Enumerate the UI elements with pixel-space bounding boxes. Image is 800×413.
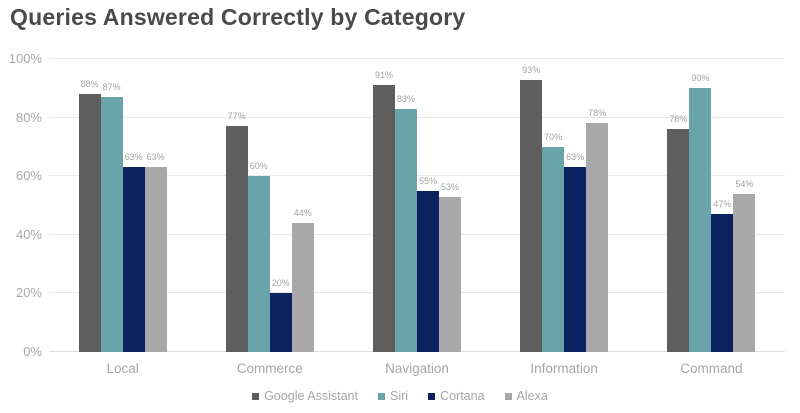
bar-alexa-commerce: 44% bbox=[291, 208, 314, 352]
value-label-alexa-local: 63% bbox=[146, 152, 165, 163]
y-tick-label-60: 60% bbox=[15, 168, 42, 184]
bar-google-assistant-local: 88% bbox=[78, 79, 101, 352]
category-label-commerce: Commerce bbox=[236, 361, 303, 376]
y-tick-label-80: 80% bbox=[15, 109, 42, 125]
value-label-alexa-commerce: 44% bbox=[293, 208, 312, 219]
value-label-google-assistant-information: 93% bbox=[522, 64, 541, 75]
value-label-cortana-navigation: 55% bbox=[418, 175, 437, 186]
value-label-cortana-information: 63% bbox=[566, 152, 585, 163]
value-label-siri-information: 70% bbox=[544, 131, 563, 142]
bar-siri-commerce: 60% bbox=[247, 161, 270, 352]
legend-swatch-icon bbox=[252, 392, 260, 400]
bar-cortana-local: 63% bbox=[122, 152, 145, 352]
value-label-google-assistant-commerce: 77% bbox=[227, 111, 246, 122]
gridline-100 bbox=[49, 58, 785, 59]
legend-item-google-assistant: Google Assistant bbox=[252, 389, 358, 403]
legend-item-cortana: Cortana bbox=[428, 389, 485, 403]
value-label-google-assistant-navigation: 91% bbox=[374, 70, 393, 81]
y-tick-label-20: 20% bbox=[15, 285, 42, 301]
category-label-information: Information bbox=[530, 361, 598, 376]
legend-label-alexa: Alexa bbox=[516, 389, 548, 403]
legend-label-cortana: Cortana bbox=[440, 389, 485, 403]
value-label-siri-local: 87% bbox=[102, 82, 121, 93]
bar-cortana-command: 47% bbox=[711, 199, 734, 352]
legend-swatch-icon bbox=[377, 392, 385, 400]
legend-label-siri: Siri bbox=[389, 389, 409, 403]
bar-google-assistant-command: 76% bbox=[667, 114, 690, 352]
bar-siri-local: 87% bbox=[100, 82, 123, 352]
category-label-command: Command bbox=[680, 361, 743, 376]
legend-item-alexa: Alexa bbox=[504, 389, 548, 403]
legend-swatch-icon bbox=[428, 392, 436, 400]
legend: Google Assistant Siri Cortana Alexa bbox=[0, 389, 800, 403]
bar-google-assistant-navigation: 91% bbox=[372, 70, 395, 352]
chart-title: Queries Answered Correctly by Category bbox=[10, 4, 466, 30]
bar-group-local: 88% 87% 63% 63% bbox=[49, 59, 196, 352]
value-label-siri-commerce: 60% bbox=[249, 161, 268, 172]
bar-google-assistant-information: 93% bbox=[520, 65, 543, 352]
category-label-navigation: Navigation bbox=[385, 361, 449, 376]
bar-siri-navigation: 83% bbox=[394, 94, 417, 352]
bar-siri-command: 90% bbox=[689, 73, 712, 352]
gridline-80 bbox=[49, 116, 785, 118]
value-label-cortana-command: 47% bbox=[713, 199, 732, 210]
gridline-60 bbox=[49, 175, 785, 177]
bar-cortana-information: 63% bbox=[564, 152, 587, 352]
bar-group-commerce: 77% 60% 20% 44% bbox=[196, 59, 343, 352]
value-label-siri-navigation: 83% bbox=[396, 93, 415, 104]
bar-group-command: 76% 90% 47% 54% bbox=[638, 59, 785, 352]
value-label-alexa-command: 54% bbox=[735, 178, 754, 189]
category-label-local: Local bbox=[106, 361, 139, 376]
value-label-siri-command: 90% bbox=[691, 73, 710, 84]
bar-google-assistant-commerce: 77% bbox=[225, 111, 248, 352]
bar-alexa-information: 78% bbox=[586, 108, 609, 352]
bar-alexa-command: 54% bbox=[733, 179, 756, 352]
bar-siri-information: 70% bbox=[542, 132, 565, 352]
value-label-alexa-information: 78% bbox=[588, 108, 607, 119]
value-label-cortana-commerce: 20% bbox=[271, 278, 290, 289]
value-label-google-assistant-command: 76% bbox=[669, 114, 688, 125]
y-tick-label-100: 100% bbox=[8, 51, 42, 66]
value-label-alexa-navigation: 53% bbox=[440, 181, 459, 192]
bar-group-information: 93% 70% 63% 78% bbox=[491, 59, 638, 352]
value-label-cortana-local: 63% bbox=[124, 152, 143, 163]
y-tick-label-40: 40% bbox=[15, 226, 42, 242]
bar-alexa-navigation: 53% bbox=[438, 182, 461, 352]
value-label-google-assistant-local: 88% bbox=[80, 79, 99, 90]
legend-label-google-assistant: Google Assistant bbox=[264, 389, 358, 403]
bar-alexa-local: 63% bbox=[144, 152, 167, 352]
y-tick-label-0: 0% bbox=[23, 344, 42, 359]
plot-area: 88% 87% 63% 63% 77% 60% 20% 44% 91% 83% 55% 53% 93% 7… bbox=[49, 58, 785, 352]
bar-cortana-commerce: 20% bbox=[269, 278, 292, 352]
bar-group-navigation: 91% 83% 55% 53% bbox=[343, 59, 490, 352]
legend-item-siri: Siri bbox=[377, 389, 409, 403]
bar-cortana-navigation: 55% bbox=[416, 176, 439, 352]
legend-swatch-icon bbox=[504, 392, 512, 400]
